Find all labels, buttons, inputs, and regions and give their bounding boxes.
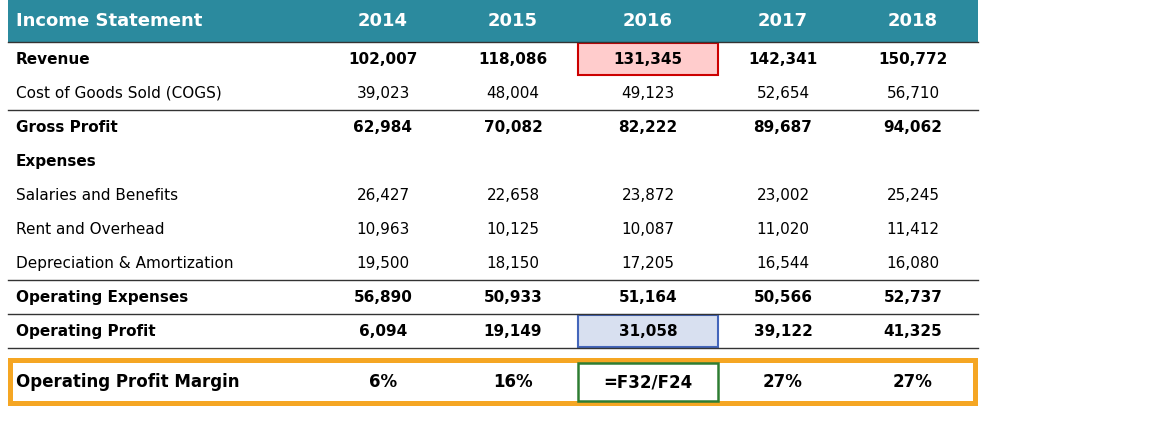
Text: 2018: 2018 xyxy=(887,12,938,30)
FancyBboxPatch shape xyxy=(578,363,718,401)
Text: Cost of Goods Sold (COGS): Cost of Goods Sold (COGS) xyxy=(16,86,222,100)
Text: 118,086: 118,086 xyxy=(478,52,547,67)
Text: 16%: 16% xyxy=(493,373,533,391)
Text: 2014: 2014 xyxy=(358,12,408,30)
Text: Income Statement: Income Statement xyxy=(16,12,202,30)
Text: Salaries and Benefits: Salaries and Benefits xyxy=(16,187,178,202)
Text: 82,222: 82,222 xyxy=(618,119,678,135)
Text: 51,164: 51,164 xyxy=(619,289,677,305)
Text: 39,023: 39,023 xyxy=(356,86,410,100)
Bar xyxy=(8,358,978,406)
Text: 26,427: 26,427 xyxy=(356,187,410,202)
Text: 11,412: 11,412 xyxy=(886,222,939,237)
Text: 6%: 6% xyxy=(369,373,397,391)
Text: 41,325: 41,325 xyxy=(884,324,942,338)
Text: Rent and Overhead: Rent and Overhead xyxy=(16,222,164,237)
Text: 27%: 27% xyxy=(764,373,803,391)
Text: 150,772: 150,772 xyxy=(878,52,948,67)
Text: Revenue: Revenue xyxy=(16,52,90,67)
Text: 56,890: 56,890 xyxy=(354,289,412,305)
FancyBboxPatch shape xyxy=(578,43,718,75)
Text: 18,150: 18,150 xyxy=(486,255,539,270)
Text: 23,872: 23,872 xyxy=(621,187,675,202)
Text: 89,687: 89,687 xyxy=(753,119,812,135)
Text: 131,345: 131,345 xyxy=(613,52,683,67)
Text: 23,002: 23,002 xyxy=(757,187,810,202)
Text: 11,020: 11,020 xyxy=(757,222,810,237)
Text: 56,710: 56,710 xyxy=(886,86,939,100)
Text: 52,737: 52,737 xyxy=(884,289,943,305)
Text: 19,500: 19,500 xyxy=(356,255,410,270)
Text: 48,004: 48,004 xyxy=(486,86,539,100)
Text: =F32/F24: =F32/F24 xyxy=(603,373,693,391)
Text: 142,341: 142,341 xyxy=(749,52,818,67)
Bar xyxy=(13,363,973,401)
Text: 17,205: 17,205 xyxy=(621,255,675,270)
Text: 16,080: 16,080 xyxy=(886,255,939,270)
Text: 70,082: 70,082 xyxy=(484,119,543,135)
Text: Operating Profit: Operating Profit xyxy=(16,324,156,338)
Text: 25,245: 25,245 xyxy=(886,187,939,202)
Text: 27%: 27% xyxy=(893,373,933,391)
Text: Operating Profit Margin: Operating Profit Margin xyxy=(16,373,239,391)
Text: 10,963: 10,963 xyxy=(356,222,410,237)
Text: 62,984: 62,984 xyxy=(354,119,413,135)
Text: 10,125: 10,125 xyxy=(486,222,539,237)
Text: 52,654: 52,654 xyxy=(757,86,810,100)
Text: 10,087: 10,087 xyxy=(621,222,675,237)
Text: 2015: 2015 xyxy=(488,12,538,30)
Text: 22,658: 22,658 xyxy=(486,187,539,202)
Text: 2016: 2016 xyxy=(622,12,673,30)
Text: 102,007: 102,007 xyxy=(348,52,418,67)
Text: 94,062: 94,062 xyxy=(884,119,943,135)
Text: 50,933: 50,933 xyxy=(484,289,543,305)
Bar xyxy=(8,0,978,42)
Text: Gross Profit: Gross Profit xyxy=(16,119,118,135)
FancyBboxPatch shape xyxy=(578,315,718,347)
Text: 16,544: 16,544 xyxy=(757,255,810,270)
Text: 50,566: 50,566 xyxy=(753,289,812,305)
Text: Depreciation & Amortization: Depreciation & Amortization xyxy=(16,255,234,270)
Text: 6,094: 6,094 xyxy=(359,324,407,338)
Text: Expenses: Expenses xyxy=(16,154,97,169)
Text: 31,058: 31,058 xyxy=(619,324,677,338)
Text: 2017: 2017 xyxy=(758,12,808,30)
Text: 19,149: 19,149 xyxy=(484,324,543,338)
Text: Operating Expenses: Operating Expenses xyxy=(16,289,189,305)
Text: 39,122: 39,122 xyxy=(753,324,812,338)
Text: 49,123: 49,123 xyxy=(621,86,675,100)
